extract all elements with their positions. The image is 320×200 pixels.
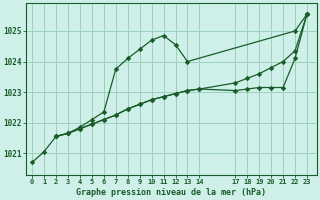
X-axis label: Graphe pression niveau de la mer (hPa): Graphe pression niveau de la mer (hPa) [76, 188, 266, 197]
